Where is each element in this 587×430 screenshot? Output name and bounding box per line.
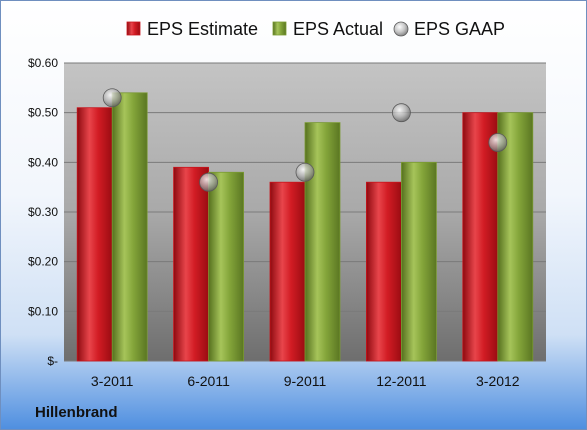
- bars: [76, 92, 534, 362]
- bar-eps-estimate: [269, 181, 306, 362]
- x-category-label: 6-2011: [187, 373, 230, 389]
- y-tick-label: $0.10: [28, 304, 58, 318]
- x-category-label: 12-2011: [376, 373, 427, 389]
- legend: EPS Estimate EPS Actual EPS GAAP: [126, 19, 505, 39]
- y-tick-label: $0.20: [28, 255, 58, 269]
- marker-eps-gaap: [295, 162, 315, 182]
- x-category-label: 3-2012: [476, 373, 520, 389]
- marker-eps-gaap: [488, 133, 508, 152]
- bar-eps-estimate: [365, 181, 402, 362]
- y-axis-ticks: $- $0.10 $0.20 $0.30 $0.40 $0.50 $0.60: [28, 56, 58, 368]
- y-tick-label: $0.30: [28, 205, 58, 219]
- bar-eps-estimate: [76, 107, 113, 362]
- y-tick-label: $0.40: [28, 155, 58, 169]
- y-tick-label: $-: [47, 354, 58, 368]
- x-category-label: 9-2011: [284, 373, 327, 389]
- legend-label: EPS Actual: [293, 19, 383, 39]
- bar-eps-actual: [497, 112, 534, 362]
- marker-eps-gaap: [199, 172, 219, 192]
- x-category-label: 3-2011: [91, 373, 134, 389]
- marker-eps-gaap: [102, 88, 122, 108]
- bar-eps-actual: [400, 161, 437, 362]
- x-axis-categories: 3-2011 6-2011 9-2011 12-2011 3-2012: [91, 373, 520, 389]
- legend-swatch: [393, 21, 409, 37]
- bar-eps-actual: [304, 122, 341, 362]
- marker-eps-gaap: [391, 103, 411, 123]
- legend-label: EPS Estimate: [147, 19, 258, 39]
- bar-eps-estimate: [173, 166, 210, 362]
- y-tick-label: $0.60: [28, 56, 58, 70]
- legend-swatch: [272, 21, 287, 36]
- legend-label: EPS GAAP: [414, 19, 505, 39]
- brand-label: Hillenbrand: [35, 404, 118, 421]
- y-tick-label: $0.50: [28, 106, 58, 120]
- bar-eps-actual: [111, 92, 148, 362]
- bar-eps-actual: [208, 171, 245, 362]
- legend-swatch: [126, 21, 141, 36]
- gaap-markers: [102, 88, 508, 192]
